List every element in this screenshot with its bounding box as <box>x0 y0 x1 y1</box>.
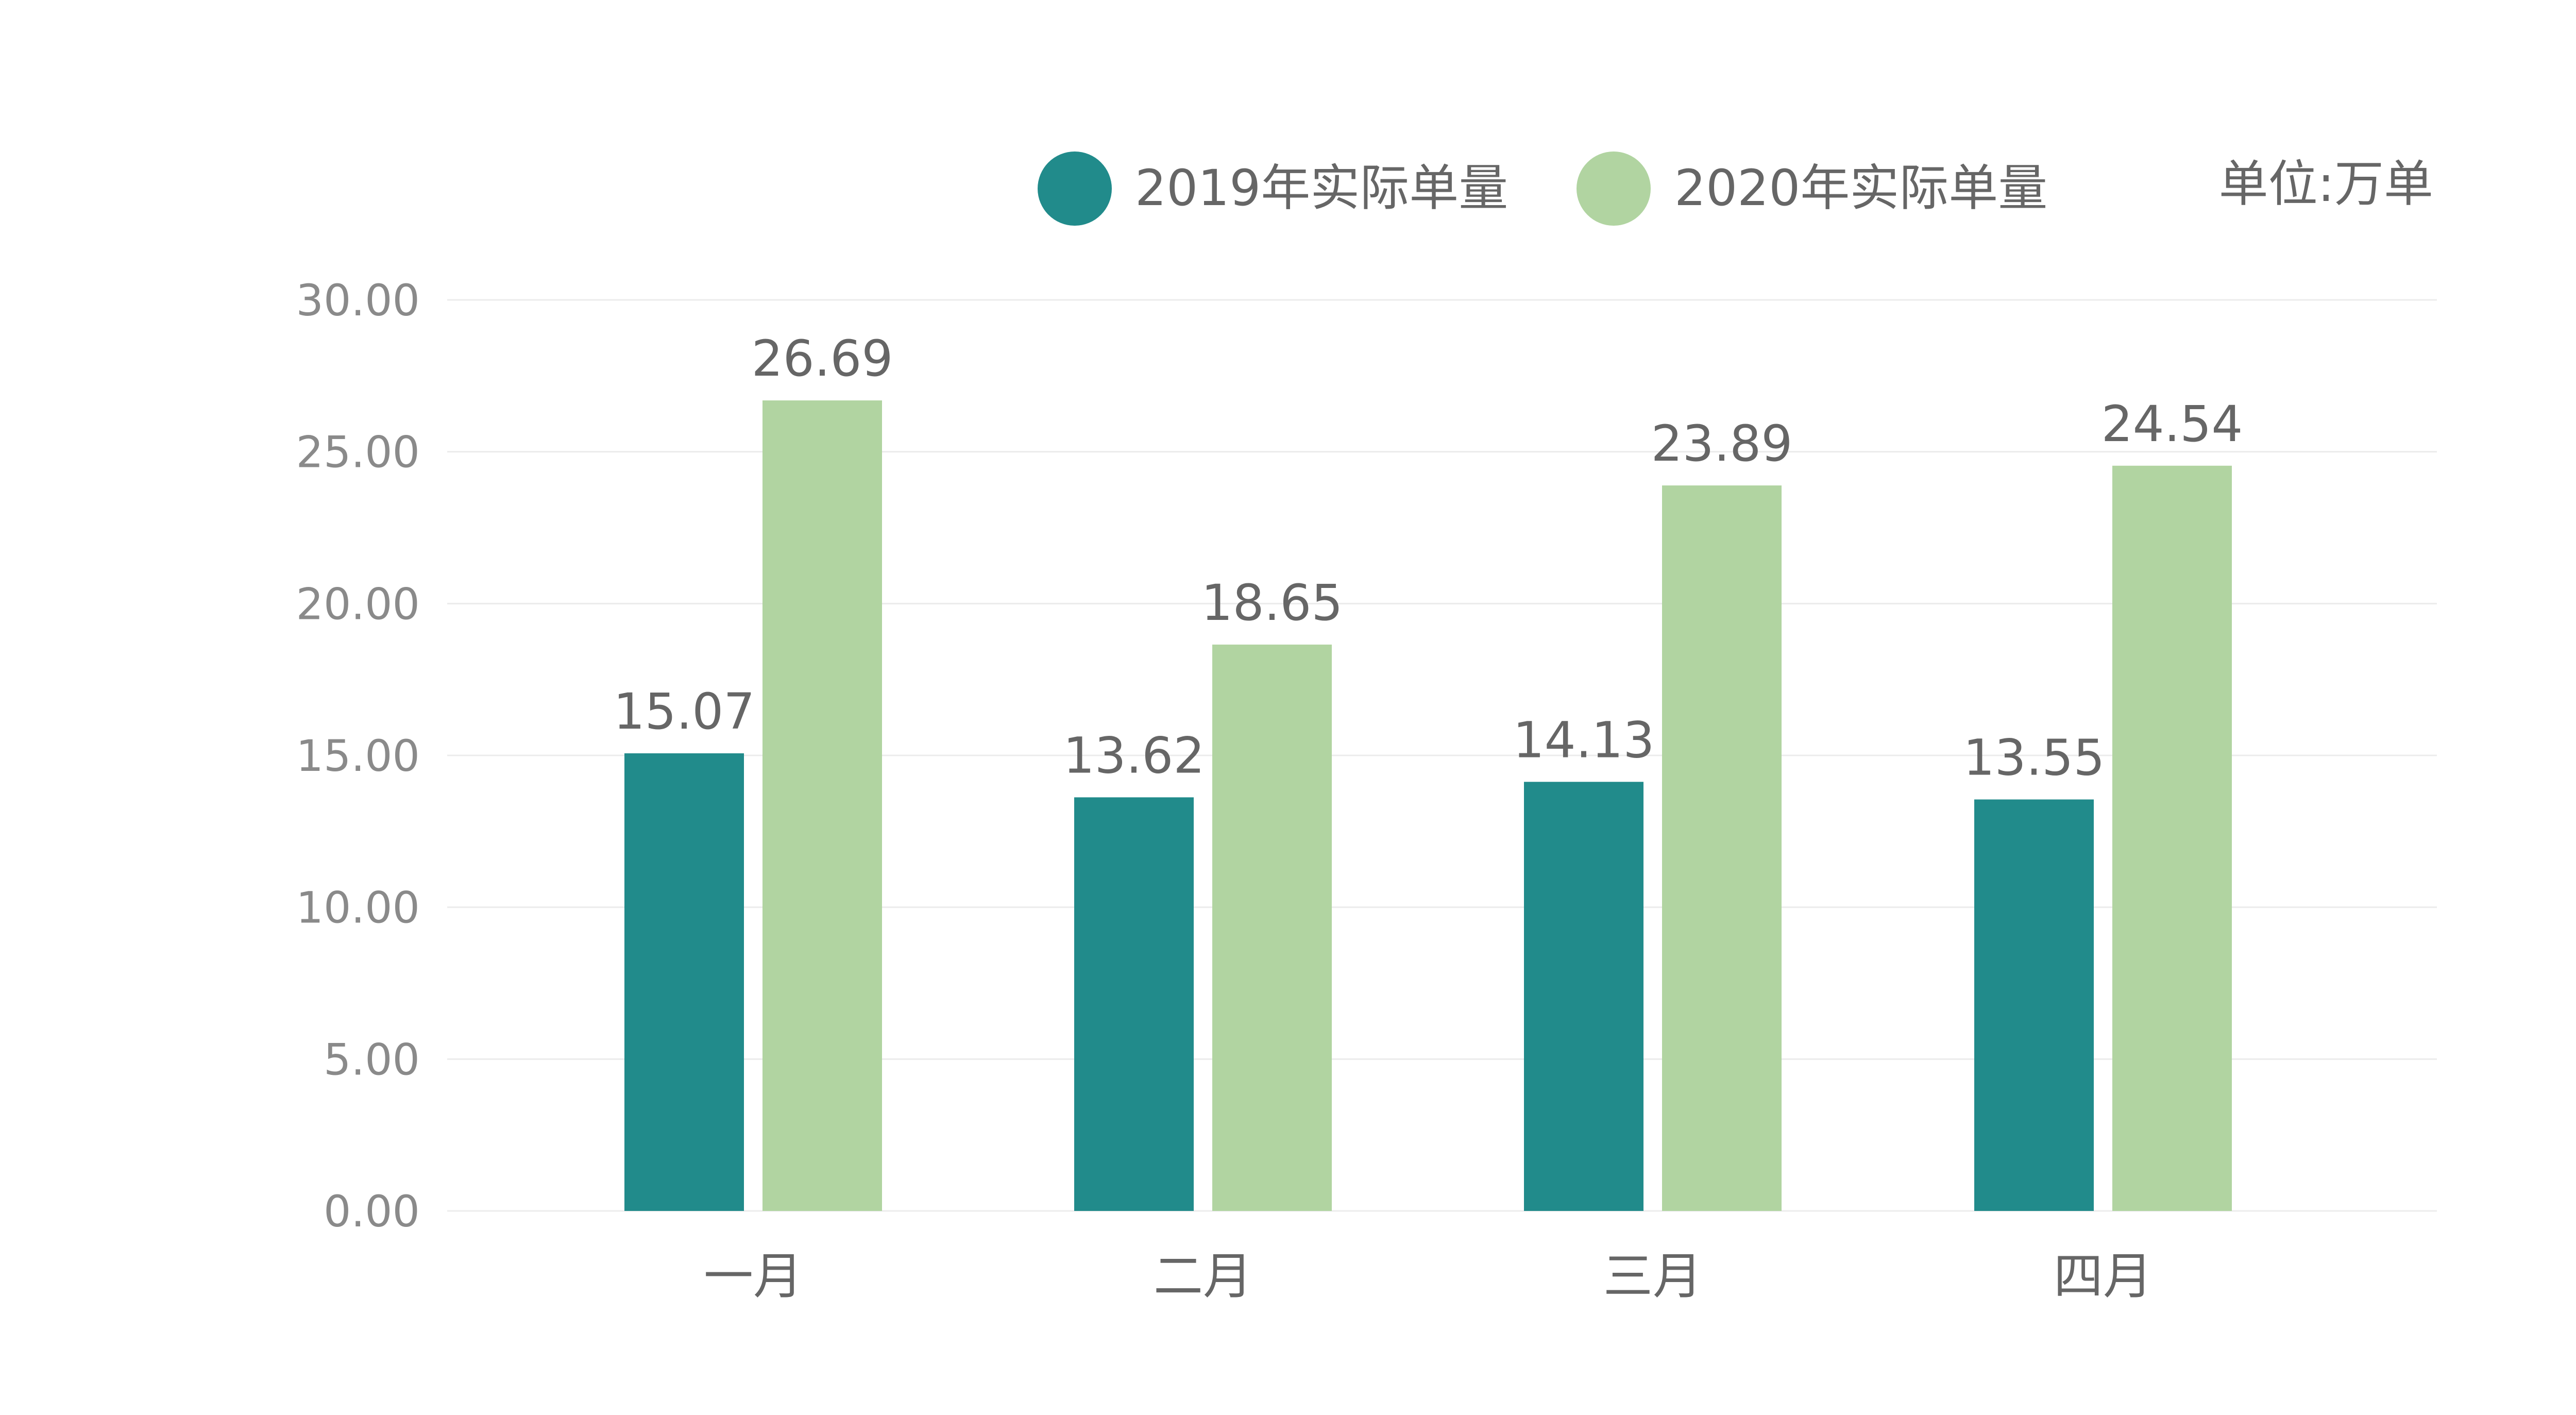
data-label: 15.07 <box>614 683 755 740</box>
bar-2020-4 <box>2112 465 2232 1211</box>
bar-2019-1 <box>624 753 744 1211</box>
bar-2020-3 <box>1662 485 1782 1211</box>
data-label: 13.55 <box>1963 729 2105 786</box>
x-tick-label: 二月 <box>1154 1248 1252 1305</box>
y-tick-label: 0.00 <box>324 1186 420 1237</box>
bar-2020-1 <box>762 400 882 1211</box>
y-axis-ticks: 0.00 5.00 10.00 15.00 20.00 25.00 30.00 <box>296 275 420 1237</box>
y-tick-label: 25.00 <box>296 427 420 478</box>
data-label: 26.69 <box>752 330 893 388</box>
bars <box>624 400 2232 1211</box>
x-tick-label: 三月 <box>1603 1248 1702 1305</box>
legend-label: 2019年实际单量 <box>1135 159 1508 217</box>
data-label: 13.62 <box>1063 727 1205 784</box>
y-tick-label: 5.00 <box>324 1034 420 1085</box>
bar-2019-2 <box>1074 797 1194 1211</box>
x-axis-ticks: 一月 二月 三月 四月 <box>704 1248 2153 1305</box>
data-label: 23.89 <box>1651 415 1793 473</box>
bar-2019-4 <box>1974 799 2094 1211</box>
data-label: 18.65 <box>1201 574 1343 632</box>
y-tick-label: 15.00 <box>296 731 420 781</box>
bar-2019-3 <box>1524 782 1643 1211</box>
x-tick-label: 一月 <box>704 1248 803 1305</box>
bar-2020-2 <box>1212 644 1332 1211</box>
x-tick-label: 四月 <box>2054 1248 2153 1305</box>
legend: 2019年实际单量 2020年实际单量 <box>1038 151 2047 226</box>
legend-swatch <box>1577 151 1651 226</box>
y-tick-label: 30.00 <box>296 275 420 326</box>
y-tick-label: 10.00 <box>296 883 420 933</box>
legend-label: 2020年实际单量 <box>1674 159 2047 217</box>
data-labels: 15.07 13.62 14.13 13.55 26.69 18.65 23.89 24.54 <box>614 330 2243 786</box>
data-label: 14.13 <box>1513 711 1655 769</box>
legend-swatch <box>1038 151 1112 226</box>
data-label: 24.54 <box>2102 395 2243 453</box>
unit-label: 单位:万单 <box>2219 155 2433 213</box>
y-tick-label: 20.00 <box>296 579 420 629</box>
